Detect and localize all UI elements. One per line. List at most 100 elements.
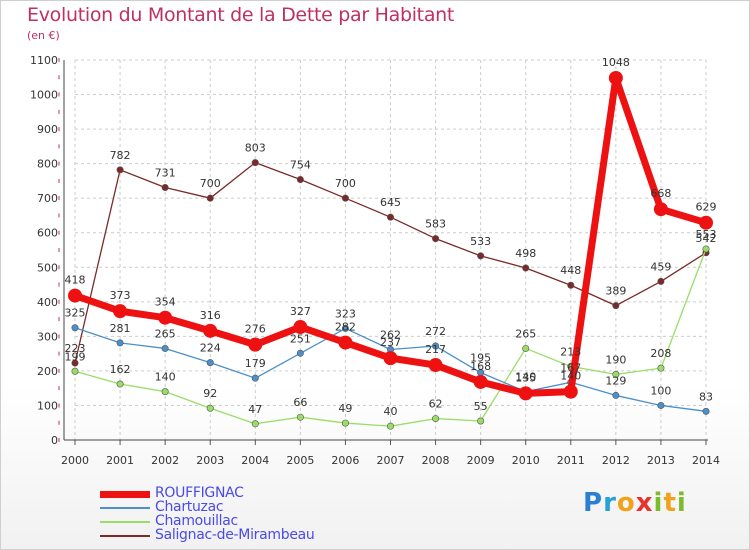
data-label: 49 [338,402,352,415]
data-point [473,374,488,389]
x-tick-label: 2000 [61,454,89,467]
data-point [702,407,710,415]
legend-item: Chamouillac [100,513,400,529]
y-tick-label: 1000 [30,89,58,102]
data-label: 83 [699,390,713,403]
y-tick-label: 900 [37,123,58,136]
data-label: 533 [470,235,491,248]
y-tick-label: 600 [37,227,58,240]
data-point [248,337,263,352]
legend-label: Chamouillac [155,513,238,529]
data-label: 100 [650,384,671,397]
data-label: 583 [425,218,446,231]
data-label: 162 [110,363,131,376]
data-point [612,370,620,378]
data-label: 389 [605,285,626,298]
series-lines [68,70,713,430]
data-point [116,166,124,174]
y-tick-label: 400 [37,296,58,309]
data-point [341,194,349,202]
x-tick-label: 2011 [557,454,585,467]
data-label: 199 [65,350,86,363]
data-point [161,388,169,396]
y-tick-label: 500 [37,261,58,274]
x-tick-label: 2007 [377,454,405,467]
x-tick-label: 2014 [692,454,720,467]
data-label: 92 [203,387,217,400]
data-point [203,323,218,338]
data-point [338,335,353,350]
data-label: 179 [245,357,266,370]
data-label: 645 [380,196,401,209]
data-point [657,364,665,372]
data-label: 373 [110,289,131,302]
data-point [432,415,440,423]
legend-item: ROUFFIGNAC [100,485,400,501]
data-label: 542 [696,232,717,245]
data-label: 281 [110,322,131,335]
data-label: 140 [155,371,176,384]
y-tick-label: 200 [37,365,58,378]
y-tick-label: 1100 [30,54,58,67]
logo-letter: t [663,488,677,518]
legend-swatch [100,521,150,523]
logo-letter: P [583,488,604,518]
x-tick-label: 2003 [196,454,224,467]
data-label: 327 [290,305,311,318]
data-point [432,342,440,350]
logo-letter: i [676,488,687,518]
legend-label: Salignac-de-Mirambeau [155,527,315,543]
data-point [432,235,440,243]
logo-letter: i [653,488,664,518]
data-label: 55 [474,400,488,413]
data-label: 140 [515,371,536,384]
y-tick-label: 100 [37,399,58,412]
data-label: 168 [470,360,491,373]
data-label: 498 [515,247,536,260]
data-label: 553 [696,228,717,241]
data-labels: 223 782 731 700 803 754 700 645 583 533 498 448 389 4… [65,56,717,418]
data-label: 354 [155,296,176,309]
data-point [296,413,304,421]
data-point [206,194,214,202]
logo-letter: r [603,488,617,518]
data-label: 316 [200,309,221,322]
data-point [653,202,668,217]
legend: ROUFFIGNAC Chartuzac Chamouillac Salignac-d… [100,485,400,543]
legend-swatch [100,507,150,509]
data-label: 140 [560,370,581,383]
data-label: 418 [65,274,86,287]
data-label: 323 [335,307,356,320]
y-tick-label: 0 [51,434,58,447]
data-label: 448 [560,264,581,277]
data-label: 325 [65,307,86,320]
data-point [657,401,665,409]
data-point [386,422,394,430]
data-point [608,70,623,85]
logo-letter: o [616,488,636,518]
data-point [296,176,304,184]
data-point [612,302,620,310]
data-label: 272 [425,325,446,338]
legend-item: Chartuzac [100,499,400,515]
data-label: 1048 [602,56,630,69]
data-point [699,215,713,230]
data-label: 195 [470,352,491,365]
x-tick-label: 2008 [422,454,450,467]
x-tick-label: 2010 [512,454,540,467]
data-label: 66 [293,396,307,409]
legend-swatch [100,490,150,498]
data-point [71,324,79,332]
data-point [341,419,349,427]
data-label: 237 [380,336,401,349]
data-label: 731 [155,166,176,179]
legend-label: ROUFFIGNAC [155,485,244,501]
x-tick-label: 2012 [602,454,630,467]
chart-subtitle: (en €) [27,29,60,42]
data-point [116,339,124,347]
data-point [71,367,79,375]
data-label: 217 [425,343,446,356]
data-point [563,384,578,399]
data-label: 265 [155,327,176,340]
